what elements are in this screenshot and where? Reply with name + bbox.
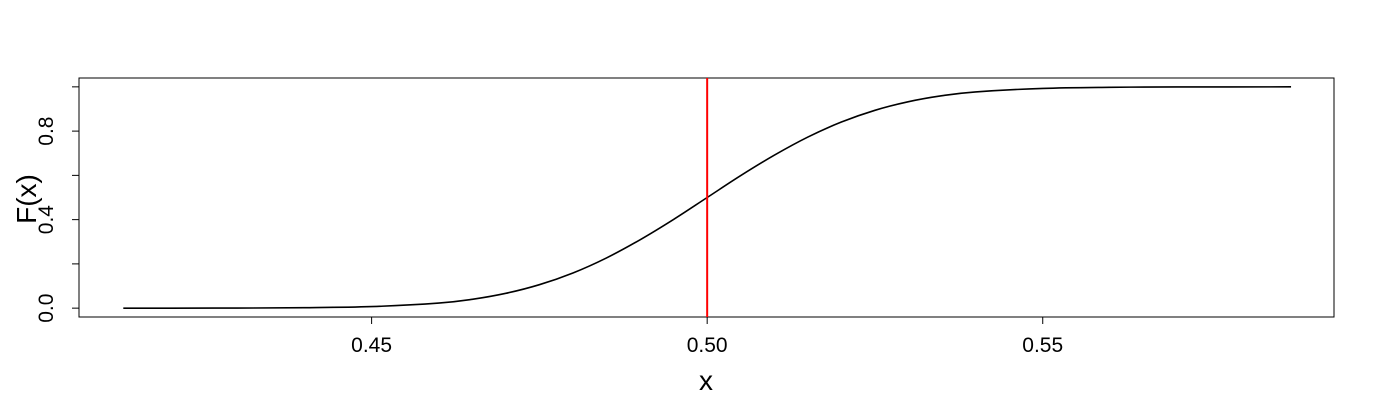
y-axis-title: F(x) [11, 174, 42, 224]
x-axis-title: x [699, 365, 713, 396]
x-axis: 0.45 0.50 0.55 [351, 316, 1063, 357]
x-tick-label: 0.55 [1022, 334, 1063, 357]
y-tick-label: 0.0 [35, 294, 58, 323]
cdf-curve [123, 86, 1292, 309]
y-axis: 0.0 0.4 0.8 [35, 86, 80, 323]
series-layer [123, 86, 1292, 309]
x-tick-label: 0.45 [351, 334, 392, 357]
y-tick-label: 0.4 [35, 205, 58, 235]
y-tick-label: 0.8 [35, 117, 58, 146]
x-tick-label: 0.50 [687, 334, 728, 357]
